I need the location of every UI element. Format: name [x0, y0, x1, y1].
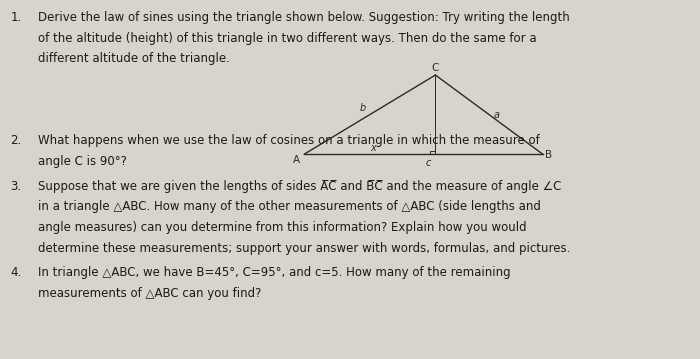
Text: different altitude of the triangle.: different altitude of the triangle.: [38, 52, 230, 65]
Text: What happens when we use the law of cosines on a triangle in which the measure o: What happens when we use the law of cosi…: [38, 134, 540, 147]
Text: angle C is 90°?: angle C is 90°?: [38, 155, 127, 168]
Text: b: b: [360, 103, 366, 113]
Text: Derive the law of sines using the triangle shown below. Suggestion: Try writing : Derive the law of sines using the triang…: [38, 11, 570, 24]
Text: 3.: 3.: [10, 180, 22, 192]
Text: measurements of △ABC can you find?: measurements of △ABC can you find?: [38, 287, 262, 300]
Text: Suppose that we are given the lengths of sides A̅C̅ and B̅C̅ and the measure of : Suppose that we are given the lengths of…: [38, 180, 562, 192]
Text: 4.: 4.: [10, 266, 22, 279]
Text: c: c: [426, 158, 430, 168]
Text: angle measures) can you determine from this information? Explain how you would: angle measures) can you determine from t…: [38, 221, 527, 234]
Text: 2.: 2.: [10, 134, 22, 147]
Text: determine these measurements; support your answer with words, formulas, and pict: determine these measurements; support yo…: [38, 242, 571, 255]
Text: B: B: [545, 150, 552, 160]
Text: A: A: [293, 155, 300, 165]
Text: of the altitude (height) of this triangle in two different ways. Then do the sam: of the altitude (height) of this triangl…: [38, 32, 537, 45]
Text: in a triangle △ABC. How many of the other measurements of △ABC (side lengths and: in a triangle △ABC. How many of the othe…: [38, 200, 541, 213]
Text: In triangle △ABC, we have B=45°, C=95°, and c=5. How many of the remaining: In triangle △ABC, we have B=45°, C=95°, …: [38, 266, 511, 279]
Text: C: C: [432, 63, 439, 73]
Text: a: a: [494, 109, 500, 120]
Text: x: x: [370, 143, 376, 153]
Text: 1.: 1.: [10, 11, 22, 24]
